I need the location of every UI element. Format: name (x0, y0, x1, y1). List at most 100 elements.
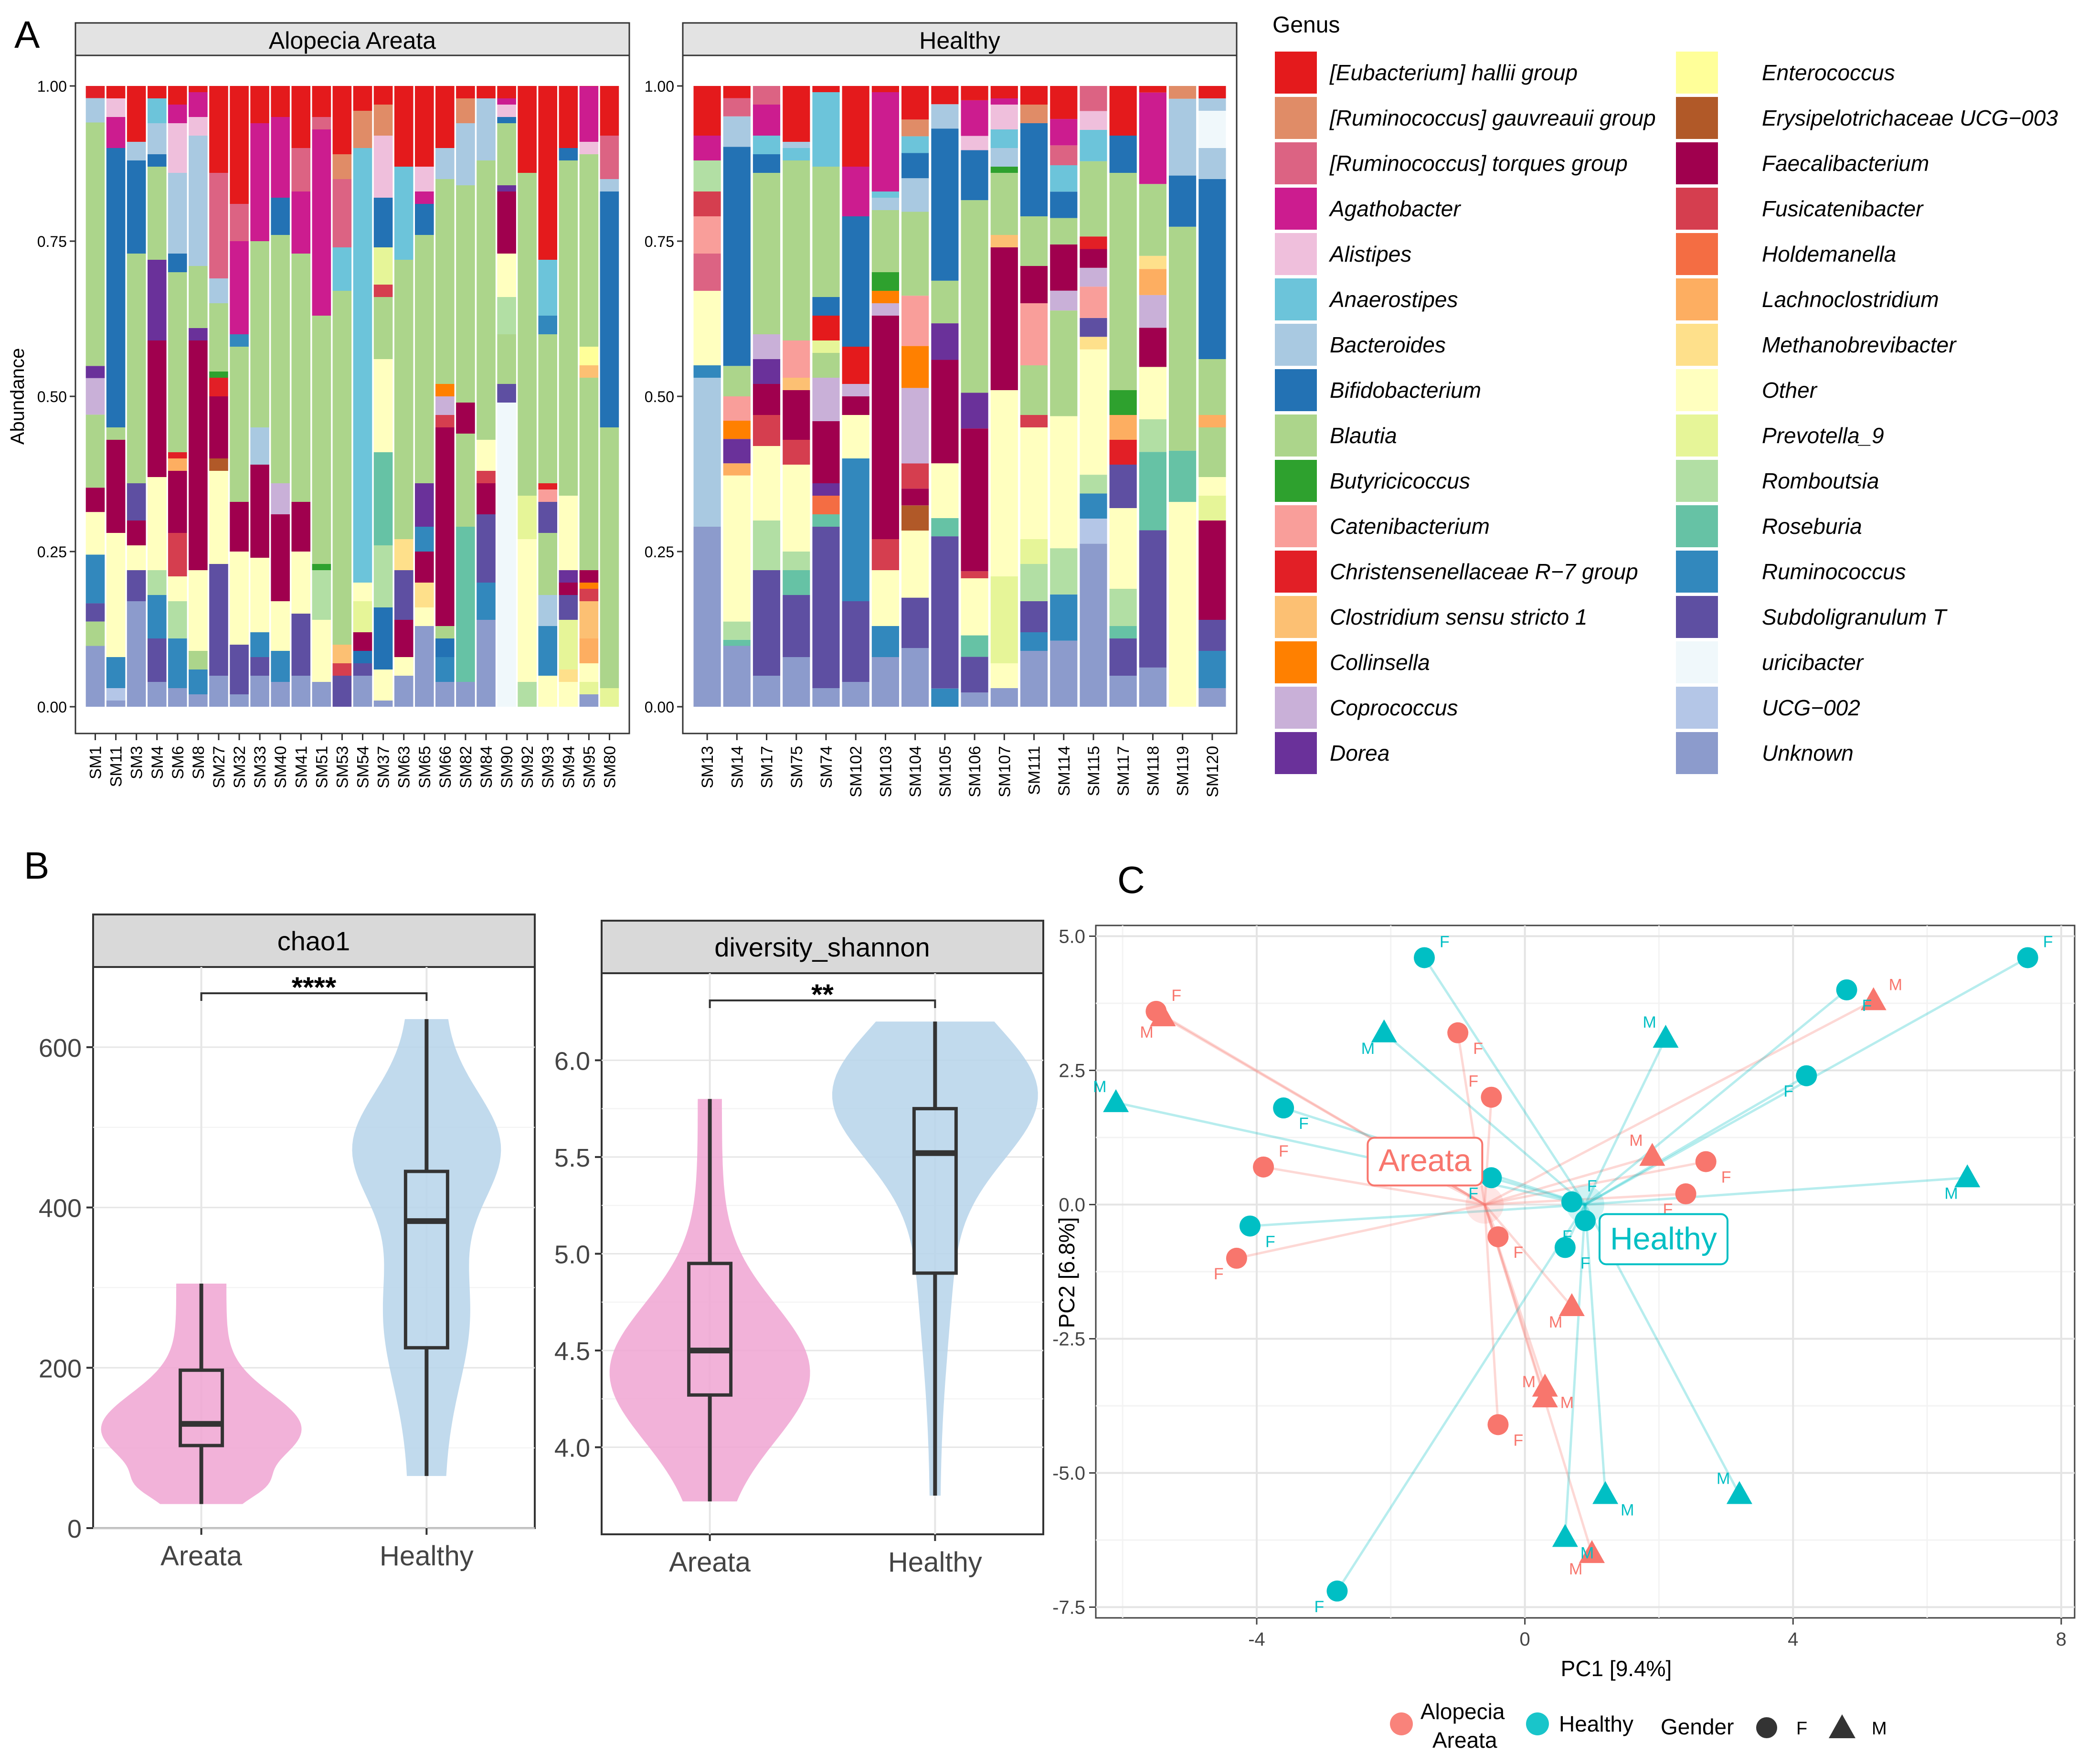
bar-segment-SM75-0 (783, 657, 810, 707)
bar-segment-SM102-2 (842, 458, 869, 601)
bar-segment-SM95-1 (579, 682, 599, 694)
y-tick-label-a-0-4: 1.00 (37, 78, 67, 95)
point-label-28: F (1862, 997, 1872, 1015)
centroid-label-healthy: Healthy (1610, 1221, 1717, 1256)
bar-segment-SM53-6 (332, 154, 352, 179)
y-tick-label-3: 5.5 (554, 1144, 590, 1172)
spoke-9 (1484, 1155, 1653, 1206)
facet-label-healthy: Healthy (919, 27, 1000, 54)
point-8 (1487, 1226, 1509, 1247)
plot-frame-areata (74, 54, 630, 734)
bar-segment-SM33-6 (250, 241, 269, 427)
bar-segment-SM17-6 (753, 359, 781, 384)
bar-segment-SM94-6 (559, 496, 578, 570)
bar-segment-SM102-5 (842, 384, 869, 396)
bar-segment-SM94-8 (559, 148, 578, 160)
x-tick-label-SM66: SM66 (436, 746, 455, 788)
bar-segment-SM4-10 (148, 98, 167, 123)
pca-panel: FMFFFFFFFMFFMMMMFMFMFMFFFFFMFFFMMMMFArea… (1052, 925, 2076, 1753)
bar-segment-SM14-5 (723, 439, 751, 464)
bar-segment-SM115-2 (1080, 493, 1107, 519)
x-tick-label-SM92: SM92 (519, 746, 537, 788)
bar-segment-SM115-4 (1080, 349, 1107, 475)
bar-segment-SM92-3 (518, 173, 537, 496)
x-tick-label-SM17: SM17 (758, 746, 776, 788)
legend-label-21: Lachnoclostridium (1762, 287, 1939, 312)
bar-segment-SM120-6 (1198, 427, 1226, 477)
bar-segment-SM117-4 (1109, 508, 1137, 589)
bar-segment-SM104-3 (901, 505, 929, 531)
panel-label-a: A (14, 13, 40, 56)
x-tick-label-SM105: SM105 (936, 746, 954, 797)
bar-segment-SM111-5 (1020, 427, 1048, 539)
bar-segment-SM32-1 (230, 645, 249, 694)
bar-segment-SM105-4 (931, 360, 959, 464)
bar-segment-SM3-2 (127, 545, 146, 570)
bar-segment-SM93-0 (538, 676, 557, 707)
bar-segment-SM95-7 (579, 570, 599, 583)
bar-segment-SM11-4 (106, 440, 126, 533)
bar-segment-SM114-1 (1050, 594, 1078, 641)
bar-segment-SM75-7 (783, 378, 810, 390)
point-label-18: F (1440, 933, 1450, 951)
legend-gender-title: Gender (1661, 1714, 1734, 1739)
bar-segment-SM114-12 (1050, 86, 1078, 119)
x-tick-label-SM84: SM84 (477, 746, 496, 788)
y-tick-label-2: 0.0 (1059, 1194, 1085, 1215)
bar-segment-SM111-13 (1020, 86, 1048, 105)
bar-segment-SM106-0 (961, 692, 988, 707)
bar-segment-SM115-12 (1080, 129, 1107, 161)
bar-segment-SM111-6 (1020, 415, 1048, 427)
bar-segment-SM17-0 (753, 676, 781, 707)
bar-segment-SM120-1 (1198, 651, 1226, 688)
bar-segment-SM106-7 (961, 200, 988, 393)
legend-label-7: Bifidobacterium (1330, 378, 1481, 403)
box-Healthy (912, 1107, 958, 1275)
bar-segment-SM1-0 (85, 646, 105, 707)
facet-strip-shannon (601, 920, 1044, 974)
bar-segment-SM74-12 (812, 92, 840, 167)
bar-segment-SM11-5 (106, 427, 126, 440)
bar-segment-SM90-0 (497, 403, 516, 707)
bar-segment-SM53-5 (332, 179, 352, 247)
bar-segment-SM74-4 (812, 483, 840, 496)
legend-swatch-2 (1275, 142, 1317, 184)
legend-swatch-23 (1676, 369, 1718, 411)
point-31 (1954, 1164, 1981, 1188)
x-tick-label-SM104: SM104 (907, 746, 925, 797)
bar-segment-SM41-6 (291, 148, 311, 191)
bar-segment-SM102-3 (842, 415, 869, 458)
bar-segment-SM1-7 (85, 378, 105, 415)
bar-segment-SM66-1 (435, 657, 455, 682)
y-tick-label-1: 4.5 (554, 1337, 590, 1366)
shannon-plot-body: ** 4.0 4.5 5.0 5.5 6.0 Areata Healthy (554, 973, 1043, 1578)
bar-segment-SM95-2 (579, 663, 599, 682)
bar-segment-SM1-9 (85, 122, 105, 366)
bar-segment-SM105-5 (931, 323, 959, 360)
bar-segment-SM75-2 (783, 570, 810, 595)
bar-segment-SM65-0 (415, 626, 434, 707)
bar-segment-SM54-0 (353, 676, 372, 707)
point-28 (1836, 979, 1857, 1000)
bar-segment-SM117-8 (1109, 390, 1137, 415)
bar-segment-SM80-0 (600, 688, 619, 707)
y-tick-label-1: 200 (39, 1354, 82, 1383)
violin-Areata (609, 1099, 810, 1502)
bar-segment-SM82-5 (456, 123, 475, 185)
bar-segment-SM37-3 (373, 545, 393, 607)
y-axis-title-a: Abundance (7, 348, 28, 445)
bar-segment-SM111-8 (1020, 303, 1048, 365)
bar-segment-SM17-9 (753, 154, 781, 173)
bar-segment-SM51-4 (312, 316, 331, 564)
bar-segment-SM14-1 (723, 639, 751, 646)
legend-label-2: [Ruminococcus] torques group (1329, 151, 1628, 176)
point-18 (1414, 947, 1435, 968)
legend-swatch-15 (1275, 732, 1317, 774)
y-tick-label-0: 5.0 (1059, 926, 1085, 947)
bar-segment-SM90-11 (497, 86, 516, 98)
bar-segment-SM74-0 (812, 688, 840, 707)
x-tick-label-SM111: SM111 (1026, 746, 1044, 795)
bar-segment-SM80-4 (600, 136, 619, 179)
legend-f-label: F (1796, 1719, 1807, 1739)
bar-segment-SM104-1 (901, 597, 929, 648)
